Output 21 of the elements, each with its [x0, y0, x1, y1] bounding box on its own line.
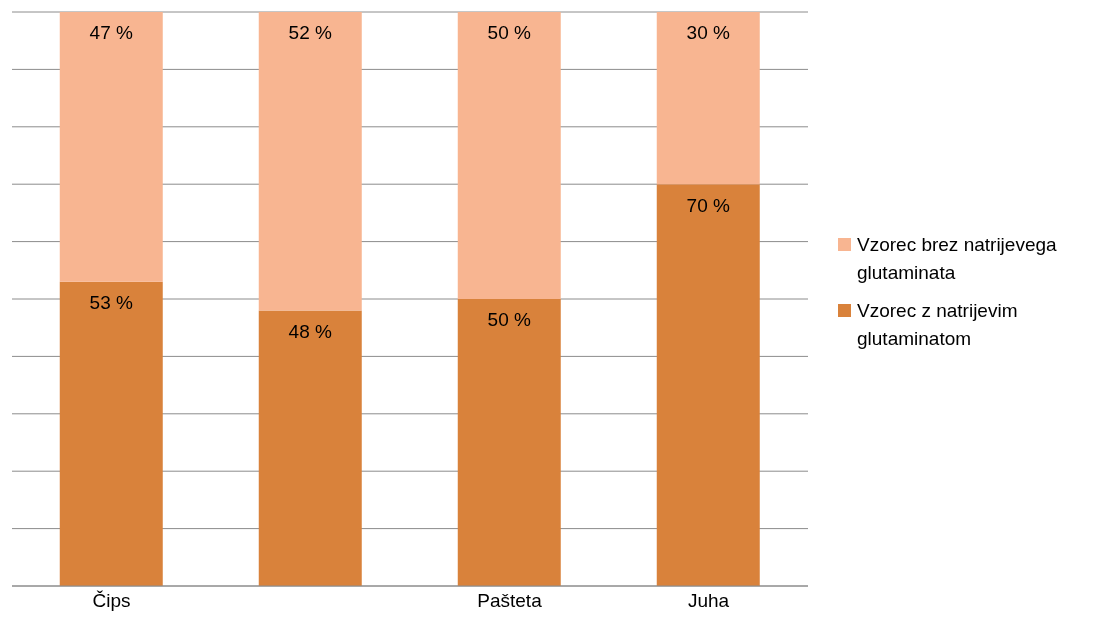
bar — [258, 310, 362, 586]
data-label: 50 % — [487, 309, 532, 331]
bar — [457, 299, 561, 586]
bar — [457, 12, 561, 299]
data-label: 30 % — [686, 22, 731, 44]
bar — [258, 12, 362, 311]
x-tick-label: Čips — [92, 590, 131, 612]
x-tick-label: Juha — [687, 590, 730, 612]
data-label: 53 % — [89, 292, 134, 314]
data-label: 52 % — [288, 22, 333, 44]
bar — [59, 12, 163, 282]
bar — [656, 12, 760, 185]
data-label: 50 % — [487, 22, 532, 44]
bar — [656, 184, 760, 586]
bar — [59, 281, 163, 586]
data-label: 48 % — [288, 320, 333, 342]
legend-label: Vzorec z natrijevim glutaminatom — [857, 299, 1019, 351]
x-tick-label: Pašteta — [477, 590, 543, 612]
data-label: 47 % — [89, 22, 134, 44]
data-label: 70 % — [686, 194, 731, 216]
legend-label: Vzorec brez natrijevega glutaminata — [857, 233, 1058, 285]
